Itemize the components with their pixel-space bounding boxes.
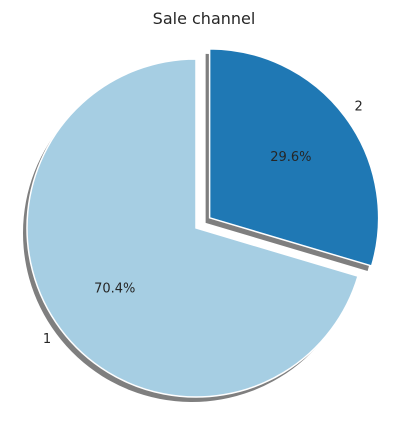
pie-slice-1: [26, 58, 359, 398]
pie-slices: [26, 48, 380, 398]
slice-label-2: 2: [354, 100, 362, 115]
slice-label-1: 1: [43, 332, 51, 347]
slice-labels: 1 70.4% 2 29.6%: [43, 100, 363, 347]
slice-percent-1: 70.4%: [94, 282, 135, 297]
chart-title: Sale channel: [153, 9, 256, 28]
slice-percent-2: 29.6%: [270, 150, 311, 165]
pie-slice-2: [208, 48, 380, 267]
